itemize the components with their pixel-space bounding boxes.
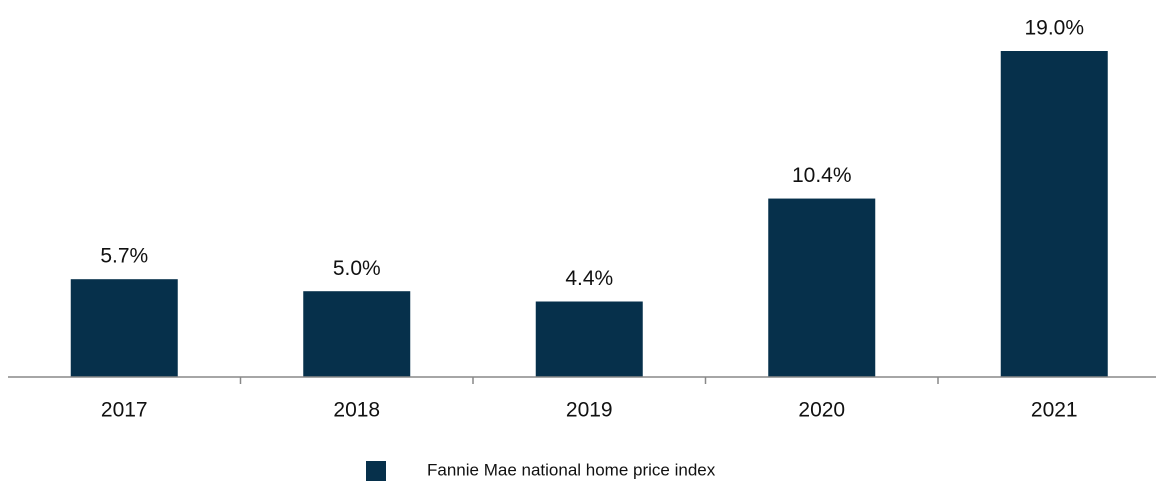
x-tick-label: 2017 (101, 399, 148, 422)
data-label: 5.7% (100, 245, 148, 268)
bar (70, 279, 178, 377)
data-label: 10.4% (792, 164, 852, 187)
bar (303, 291, 411, 377)
legend-swatch (366, 461, 386, 481)
data-label: 5.0% (333, 257, 381, 280)
legend-label: Fannie Mae national home price index (427, 460, 716, 479)
bar (768, 198, 876, 377)
x-tick-label: 2019 (566, 399, 613, 422)
data-label: 19.0% (1024, 17, 1084, 40)
x-tick-label: 2018 (333, 399, 380, 422)
bar (535, 301, 643, 377)
x-tick-label: 2021 (1031, 399, 1078, 422)
bar (1000, 51, 1108, 377)
x-tick-label: 2020 (798, 399, 845, 422)
data-label: 4.4% (565, 267, 613, 290)
